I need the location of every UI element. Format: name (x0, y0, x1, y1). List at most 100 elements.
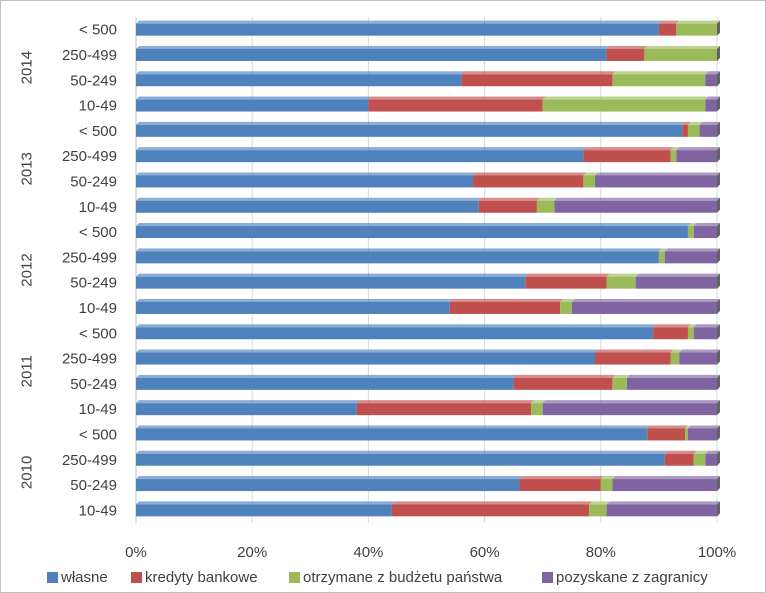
bar-top-face (612, 374, 630, 378)
bar-top-face (589, 501, 610, 505)
bar-segment (682, 124, 688, 137)
bar-segment (693, 453, 706, 466)
category-label: 50-249 (70, 477, 117, 494)
bar-top-face (519, 476, 604, 480)
bar-top-face (658, 248, 668, 252)
bar-segment (513, 377, 613, 390)
bar-segment (658, 251, 665, 264)
bar-top-face (687, 324, 697, 328)
bar-segment (589, 504, 607, 517)
bar-top-face (513, 374, 616, 378)
category-label: < 500 (79, 22, 117, 39)
bar-end-face (717, 349, 720, 365)
category-label: 10-49 (79, 199, 117, 216)
bar-segment (536, 200, 555, 213)
bar-segment (687, 327, 694, 340)
bar-segment (626, 377, 717, 390)
bar-segment (449, 301, 561, 314)
bar-segment (136, 226, 688, 239)
x-tick-label: 20% (237, 544, 267, 561)
bar-top-face (136, 223, 691, 227)
x-tick-label: 80% (586, 544, 616, 561)
bar-segment (136, 453, 665, 466)
bar-end-face (717, 172, 720, 188)
legend-label: otrzymane z budżetu państwa (303, 569, 503, 586)
legend-swatch (131, 572, 142, 583)
bar-segment (594, 175, 717, 188)
bar-top-face (594, 172, 720, 176)
bar-segment (136, 377, 514, 390)
bar-segment (670, 352, 680, 365)
bar-segment (705, 99, 717, 112)
bar-end-face (717, 147, 720, 163)
bar-top-face (136, 172, 476, 176)
bar-segment (653, 327, 688, 340)
bar-top-face (685, 425, 691, 429)
bar-segment (356, 403, 532, 416)
bar-top-face (525, 273, 610, 277)
bar-segment (658, 23, 677, 36)
bar-top-face (571, 298, 720, 302)
bar-top-face (542, 400, 720, 404)
bar-top-face (600, 476, 616, 480)
bar-top-face (461, 71, 616, 75)
bar-end-face (717, 121, 720, 137)
bar-segment (606, 504, 717, 517)
bar-top-face (612, 476, 720, 480)
bar-end-face (717, 450, 720, 466)
category-label: 10-49 (79, 98, 117, 115)
category-label: < 500 (79, 123, 117, 140)
bar-end-face (717, 45, 720, 61)
legend-swatch (47, 572, 58, 583)
bar-segment (647, 428, 686, 441)
category-label: < 500 (79, 325, 117, 342)
bar-segment (571, 301, 717, 314)
group-label: 2011 (19, 355, 36, 387)
bar-end-face (717, 248, 720, 264)
bar-top-face (612, 71, 709, 75)
bar-top-face (472, 172, 587, 176)
bar-end-face (717, 20, 720, 36)
bar-end-face (717, 324, 720, 340)
bar-end-face (717, 298, 720, 314)
bar-top-face (136, 400, 360, 404)
bar-top-face (664, 248, 720, 252)
category-label: 10-49 (79, 401, 117, 418)
group-label: 2014 (19, 51, 36, 84)
bar-top-face (594, 349, 674, 353)
legend-label: kredyty bankowe (145, 569, 258, 586)
group-label: 2012 (19, 253, 36, 286)
bar-segment (560, 301, 572, 314)
bar-segment (525, 276, 607, 289)
bar-top-face (687, 223, 697, 227)
bar-top-face (531, 400, 546, 404)
category-label: 50-249 (70, 376, 117, 393)
bar-top-face (583, 172, 598, 176)
bar-segment (391, 504, 590, 517)
bar-end-face (717, 71, 720, 87)
bar-top-face (606, 45, 648, 49)
bar-segment (136, 276, 526, 289)
bar-segment (693, 327, 717, 340)
bar-top-face (368, 96, 546, 100)
bar-top-face (136, 147, 587, 151)
bar-top-face (670, 147, 680, 151)
bar-top-face (449, 298, 564, 302)
bar-segment (554, 200, 717, 213)
bar-top-face (676, 20, 720, 24)
group-label: 2010 (19, 456, 36, 489)
x-tick-label: 40% (353, 544, 383, 561)
category-label: 50-249 (70, 72, 117, 89)
bar-top-face (136, 298, 453, 302)
bar-segment (136, 200, 479, 213)
bar-segment (136, 479, 520, 492)
bar-segment (461, 74, 613, 87)
category-label: 250-499 (62, 47, 117, 64)
legend-swatch (289, 572, 300, 583)
bar-segment (136, 74, 462, 87)
bar-segment (664, 251, 717, 264)
bar-top-face (136, 501, 395, 505)
bar-top-face (136, 71, 465, 75)
bar-segment (136, 327, 654, 340)
